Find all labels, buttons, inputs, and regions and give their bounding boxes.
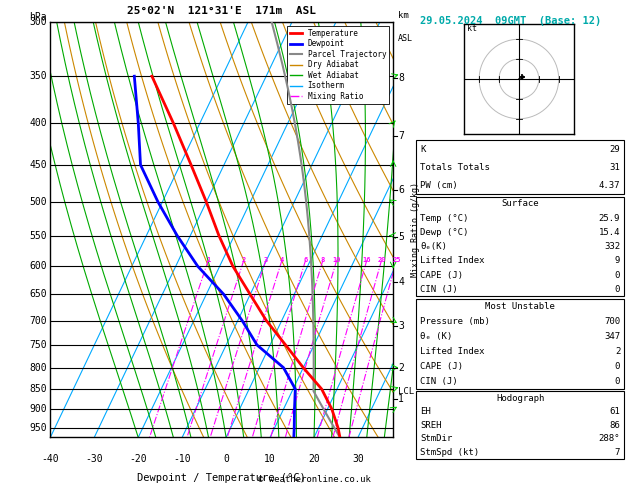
Text: 10: 10 <box>333 257 341 263</box>
Text: 900: 900 <box>30 404 47 414</box>
Text: 7: 7 <box>615 448 620 457</box>
Text: Surface: Surface <box>501 199 539 208</box>
Text: 6: 6 <box>303 257 308 263</box>
Text: 0: 0 <box>615 362 620 371</box>
Text: © weatheronline.co.uk: © weatheronline.co.uk <box>258 474 371 484</box>
Text: 16: 16 <box>362 257 371 263</box>
Text: 550: 550 <box>30 230 47 241</box>
Text: 4: 4 <box>398 278 404 287</box>
Text: 3: 3 <box>264 257 268 263</box>
Text: 4: 4 <box>280 257 284 263</box>
Text: 450: 450 <box>30 160 47 170</box>
Text: 6: 6 <box>398 185 404 195</box>
Text: 332: 332 <box>604 242 620 251</box>
Text: CAPE (J): CAPE (J) <box>420 271 463 279</box>
Text: 2: 2 <box>398 363 404 373</box>
Text: 29.05.2024  09GMT  (Base: 12): 29.05.2024 09GMT (Base: 12) <box>420 16 601 26</box>
Text: 300: 300 <box>30 17 47 27</box>
Text: 800: 800 <box>30 363 47 373</box>
Text: 600: 600 <box>30 261 47 271</box>
Text: 0: 0 <box>615 271 620 279</box>
Text: ASL: ASL <box>398 35 413 43</box>
Text: K: K <box>420 144 426 154</box>
Text: 650: 650 <box>30 290 47 299</box>
Text: θₑ(K): θₑ(K) <box>420 242 447 251</box>
Text: 20: 20 <box>377 257 386 263</box>
Text: 25: 25 <box>392 257 401 263</box>
Text: -40: -40 <box>42 454 59 464</box>
Text: 500: 500 <box>30 197 47 207</box>
Text: 850: 850 <box>30 384 47 394</box>
Text: 8: 8 <box>398 73 404 83</box>
Text: EH: EH <box>420 407 431 416</box>
Text: 7: 7 <box>398 131 404 141</box>
Text: 30: 30 <box>352 454 364 464</box>
Text: Temp (°C): Temp (°C) <box>420 214 469 223</box>
Text: 400: 400 <box>30 118 47 128</box>
Text: 1: 1 <box>206 257 210 263</box>
Text: 0: 0 <box>223 454 229 464</box>
Text: θₑ (K): θₑ (K) <box>420 332 452 341</box>
Text: 288°: 288° <box>599 434 620 443</box>
Text: -20: -20 <box>130 454 147 464</box>
Text: CIN (J): CIN (J) <box>420 285 458 294</box>
Text: -10: -10 <box>174 454 191 464</box>
Text: Pressure (mb): Pressure (mb) <box>420 317 490 326</box>
Text: 950: 950 <box>30 423 47 433</box>
Text: Lifted Index: Lifted Index <box>420 257 485 265</box>
Text: 25.9: 25.9 <box>599 214 620 223</box>
Text: 347: 347 <box>604 332 620 341</box>
Text: LCL: LCL <box>398 386 415 396</box>
Text: 9: 9 <box>615 257 620 265</box>
Text: Dewpoint / Temperature (°C): Dewpoint / Temperature (°C) <box>137 473 306 483</box>
Text: 10: 10 <box>264 454 276 464</box>
Text: 15.4: 15.4 <box>599 228 620 237</box>
Legend: Temperature, Dewpoint, Parcel Trajectory, Dry Adiabat, Wet Adiabat, Isotherm, Mi: Temperature, Dewpoint, Parcel Trajectory… <box>287 26 389 104</box>
Text: Mixing Ratio (g/kg): Mixing Ratio (g/kg) <box>411 182 420 277</box>
Text: 31: 31 <box>610 163 620 172</box>
Text: Totals Totals: Totals Totals <box>420 163 490 172</box>
Text: Most Unstable: Most Unstable <box>485 302 555 311</box>
Text: Dewp (°C): Dewp (°C) <box>420 228 469 237</box>
Text: -30: -30 <box>86 454 103 464</box>
Text: 2: 2 <box>242 257 246 263</box>
Text: PW (cm): PW (cm) <box>420 181 458 190</box>
Text: 20: 20 <box>308 454 320 464</box>
Text: 5: 5 <box>398 232 404 243</box>
Text: 1: 1 <box>398 394 404 404</box>
Text: Lifted Index: Lifted Index <box>420 347 485 356</box>
Text: 25°02'N  121°31'E  171m  ASL: 25°02'N 121°31'E 171m ASL <box>127 6 316 16</box>
Text: 0: 0 <box>615 377 620 386</box>
Text: hPa: hPa <box>30 12 47 22</box>
Text: 2: 2 <box>615 347 620 356</box>
Text: 61: 61 <box>610 407 620 416</box>
Text: StmSpd (kt): StmSpd (kt) <box>420 448 479 457</box>
Text: 750: 750 <box>30 340 47 350</box>
Text: CIN (J): CIN (J) <box>420 377 458 386</box>
Text: 350: 350 <box>30 71 47 81</box>
Text: 29: 29 <box>610 144 620 154</box>
Text: 700: 700 <box>30 315 47 326</box>
Text: 0: 0 <box>615 285 620 294</box>
Text: Hodograph: Hodograph <box>496 394 544 402</box>
Text: 4.37: 4.37 <box>599 181 620 190</box>
Text: 700: 700 <box>604 317 620 326</box>
Text: StmDir: StmDir <box>420 434 452 443</box>
Text: 3: 3 <box>398 321 404 330</box>
Text: CAPE (J): CAPE (J) <box>420 362 463 371</box>
Text: 86: 86 <box>610 421 620 430</box>
Text: kt: kt <box>467 24 477 33</box>
Text: SREH: SREH <box>420 421 442 430</box>
Text: km: km <box>398 11 409 20</box>
Text: 8: 8 <box>321 257 325 263</box>
